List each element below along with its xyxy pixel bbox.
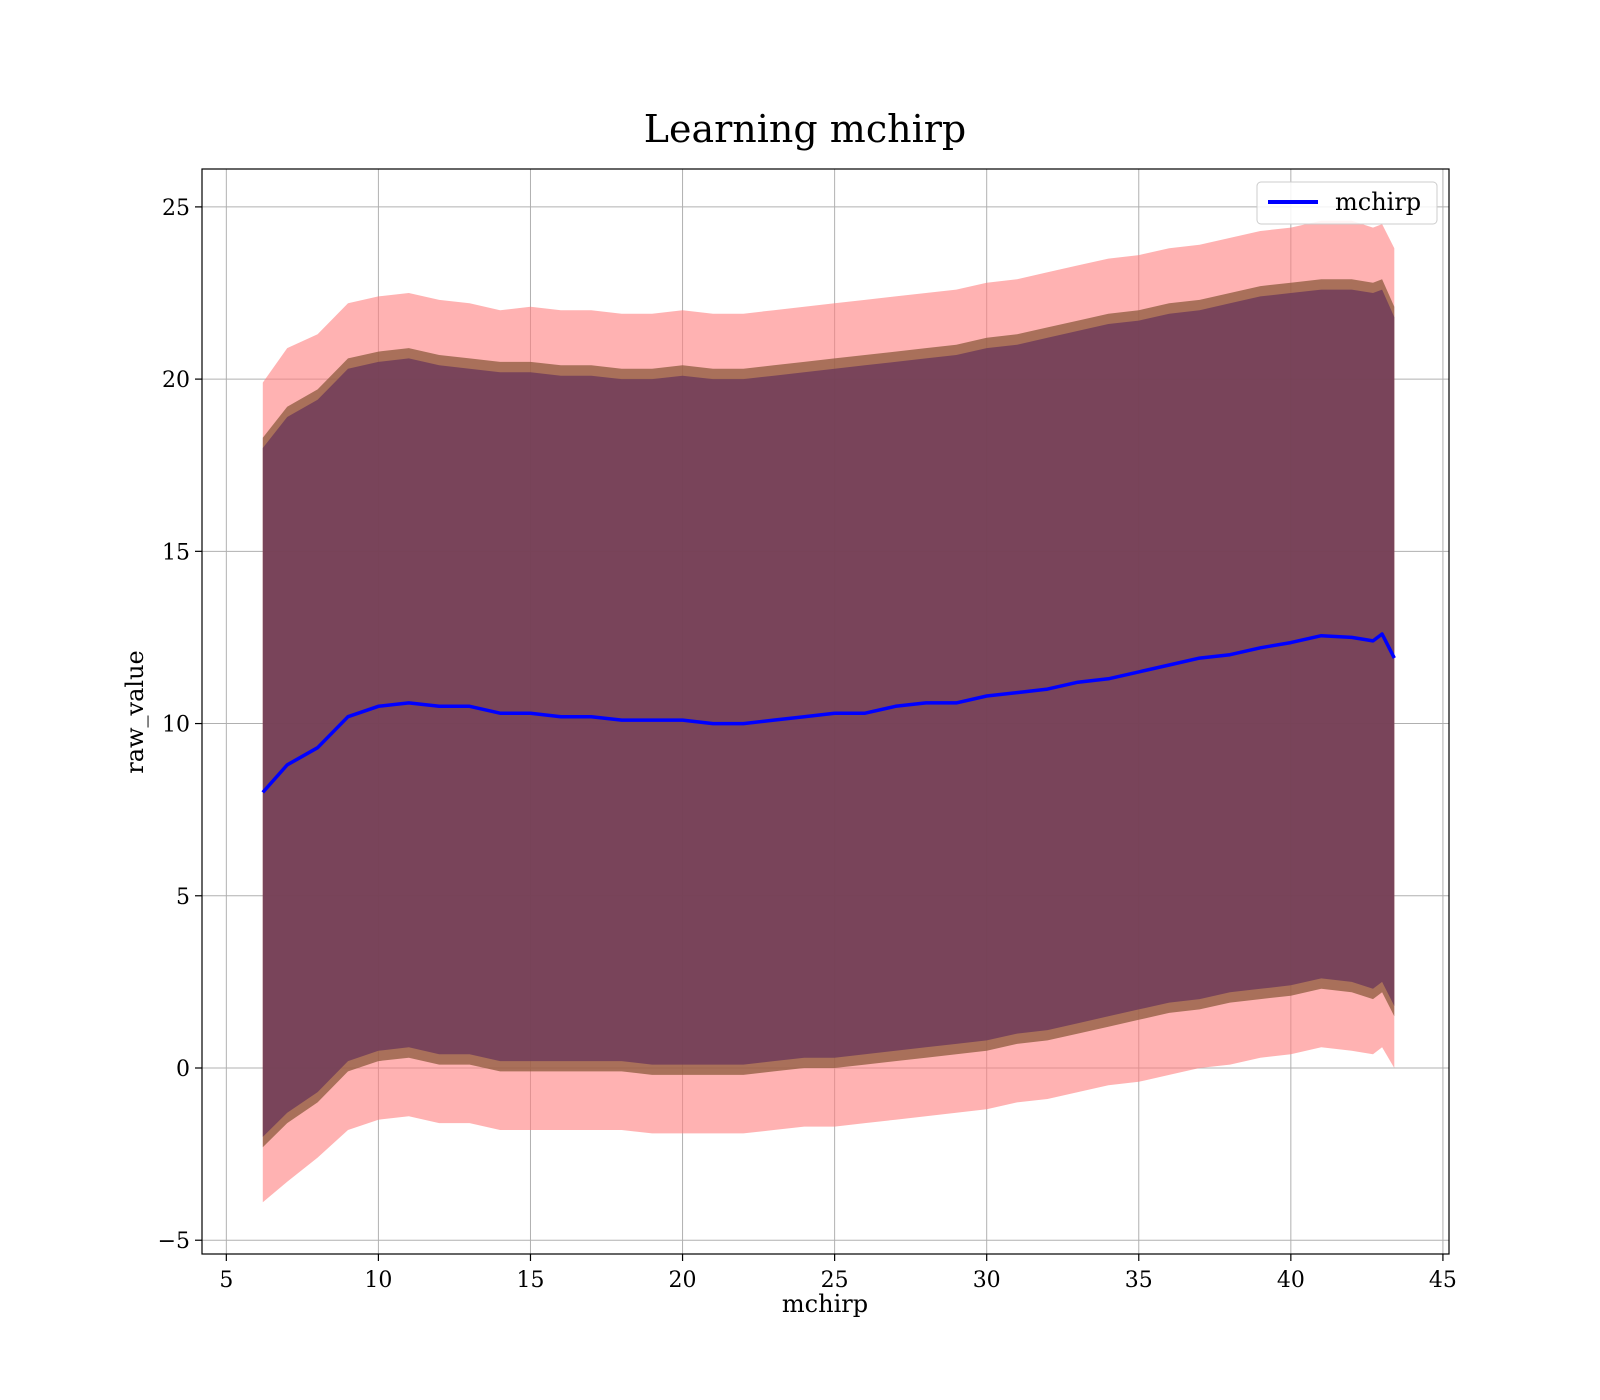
x-tick-label: 10	[364, 1268, 392, 1293]
legend-label-mchirp: mchirp	[1335, 188, 1421, 216]
y-tick-label: 10	[162, 713, 190, 738]
legend: mchirp	[1256, 181, 1438, 225]
x-axis-label: mchirp	[782, 1290, 868, 1318]
axis-ticks: 5 10 15 20 25 30 35 40 45 −5 0 5 10 15 20 25	[158, 196, 1457, 1293]
y-tick-label: 0	[176, 1057, 190, 1082]
series-lines	[261, 632, 1396, 794]
legend-box	[1256, 181, 1438, 225]
series-line-mchirp	[261, 632, 1396, 794]
y-tick-label: 5	[176, 885, 190, 910]
x-tick-label: 30	[973, 1268, 1001, 1293]
x-tick-label: 40	[1277, 1268, 1305, 1293]
x-tick-label: 15	[516, 1268, 544, 1293]
x-tick-label: 5	[219, 1268, 233, 1293]
plot-frame	[201, 168, 1450, 1255]
y-axis-label: raw_value	[121, 650, 149, 774]
chart-title: Learning mchirp	[644, 107, 966, 151]
confidence-bands	[262, 220, 1395, 1203]
y-tick-label: 25	[162, 196, 190, 221]
x-tick-label: 25	[821, 1268, 849, 1293]
y-tick-label: −5	[158, 1229, 190, 1254]
y-tick-label: 15	[162, 540, 190, 565]
y-tick-label: 20	[162, 368, 190, 393]
x-tick-label: 35	[1125, 1268, 1153, 1293]
x-tick-label: 20	[669, 1268, 697, 1293]
x-tick-label: 45	[1429, 1268, 1457, 1293]
